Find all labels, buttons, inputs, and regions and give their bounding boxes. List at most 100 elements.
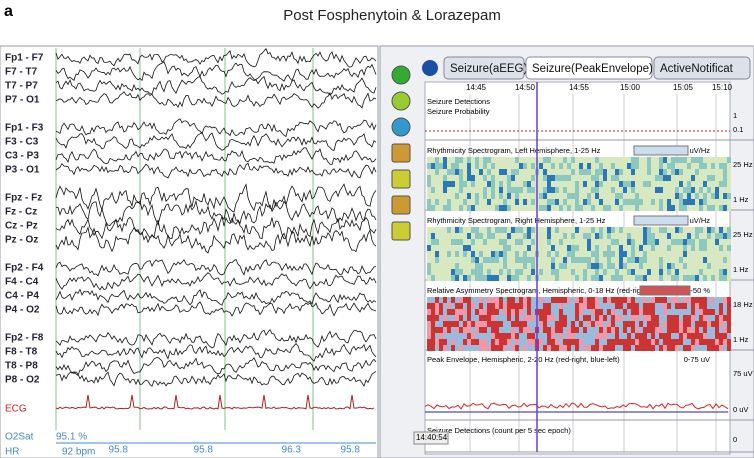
spectrogram-cell	[431, 181, 435, 187]
spectrogram-cell	[663, 175, 667, 181]
spectrogram-cell	[495, 175, 499, 181]
spectrogram-cell	[707, 205, 711, 211]
spectrogram-cell	[451, 233, 455, 239]
spectrogram-cell	[691, 187, 695, 193]
tool-button[interactable]	[391, 169, 411, 189]
spectrogram-cell	[587, 245, 591, 251]
spectrogram-cell	[687, 339, 691, 345]
spectrogram-cell	[667, 245, 671, 251]
spectrogram-cell	[567, 263, 571, 269]
o2sat-trend-value: 95.8	[109, 445, 129, 456]
spectrogram-cell	[551, 269, 555, 275]
spectrogram-cell	[631, 339, 635, 345]
spectrogram-cell	[579, 193, 583, 199]
tab[interactable]	[443, 56, 525, 80]
spectrogram-cell	[451, 251, 455, 257]
spectrogram-cell	[559, 157, 563, 163]
spectrogram-cell	[451, 303, 455, 309]
spectrogram-cell	[551, 193, 555, 199]
tab[interactable]	[525, 56, 653, 80]
spectrogram-cell	[675, 227, 679, 233]
spectrogram-cell	[643, 333, 647, 339]
spectrogram-cell	[523, 303, 527, 309]
spectrogram-cell	[687, 297, 691, 303]
spectrogram-cell	[611, 269, 615, 275]
tool-button[interactable]	[391, 91, 411, 111]
channel-label: T7 - P7	[5, 81, 38, 92]
spectrogram-cell	[583, 327, 587, 333]
spectrogram-cell	[543, 163, 547, 169]
spectrogram-cell	[579, 269, 583, 275]
spectrogram-cell	[539, 227, 543, 233]
spectrogram-cell	[487, 345, 491, 351]
spectrogram-cell	[475, 163, 479, 169]
spectrogram-cell	[695, 297, 699, 303]
spectrogram-cell	[611, 345, 615, 351]
spectrogram-cell	[631, 315, 635, 321]
tool-button[interactable]	[391, 221, 411, 241]
spectrogram-cell	[647, 327, 651, 333]
spectrogram-cell	[539, 297, 543, 303]
spectrogram-cell	[631, 269, 635, 275]
spectrogram-cell	[659, 309, 663, 315]
spectrogram-cell	[575, 251, 579, 257]
spectrogram-cell	[467, 303, 471, 309]
spectrogram-cell	[631, 205, 635, 211]
spectrogram-cell	[659, 327, 663, 333]
spectrogram-cell	[483, 251, 487, 257]
spectrogram-cell	[523, 257, 527, 263]
tool-button[interactable]	[391, 117, 411, 137]
spectrogram-cell	[491, 345, 495, 351]
spectrogram-cell	[435, 297, 439, 303]
spectrogram-cell	[635, 157, 639, 163]
spectrogram-cell	[619, 233, 623, 239]
spectrogram-cell	[687, 327, 691, 333]
spectrogram-cell	[595, 157, 599, 163]
spectrogram-cell	[651, 257, 655, 263]
spectrogram-cell	[507, 157, 511, 163]
spectrogram-cell	[727, 339, 731, 345]
spectrogram-cell	[723, 205, 727, 211]
tool-button[interactable]	[391, 143, 411, 163]
spectrogram-cell	[703, 315, 707, 321]
spectrogram-cell	[719, 321, 723, 327]
spectrogram-cell	[583, 187, 587, 193]
eeg-trace	[55, 226, 377, 254]
spectrogram-cell	[619, 263, 623, 269]
spectrogram-cell	[503, 309, 507, 315]
spectrogram-cell	[443, 199, 447, 205]
spectrogram-cell	[495, 233, 499, 239]
spectrogram-cell	[675, 245, 679, 251]
spectrogram-cell	[595, 239, 599, 245]
spectrogram-cell	[655, 199, 659, 205]
tool-button[interactable]	[391, 195, 411, 215]
tab[interactable]	[653, 56, 751, 80]
eeg-trace	[55, 342, 377, 362]
spectrogram-cell	[527, 175, 531, 181]
spectrogram-cell	[447, 315, 451, 321]
spectrogram-cell	[595, 309, 599, 315]
spectrogram-cell	[651, 251, 655, 257]
tool-button[interactable]	[391, 65, 411, 85]
spectrogram-cell	[571, 303, 575, 309]
spectrogram-cell	[659, 157, 663, 163]
spectrogram-cell	[555, 257, 559, 263]
spectrogram-cell	[699, 205, 703, 211]
spectrogram-cell	[483, 333, 487, 339]
spectrogram-cell	[463, 309, 467, 315]
spectrogram-cell	[695, 199, 699, 205]
spectrogram-cell	[587, 257, 591, 263]
spectrogram-cell	[635, 227, 639, 233]
spectrogram-cell	[575, 227, 579, 233]
spectrogram-cell	[483, 193, 487, 199]
spectrogram-cell	[707, 269, 711, 275]
spectrogram-cell	[615, 193, 619, 199]
spectrogram-cell	[551, 205, 555, 211]
spectrogram-cell	[659, 339, 663, 345]
spectrogram-cell	[547, 199, 551, 205]
spectrogram-cell	[563, 205, 567, 211]
spectrogram-cell	[627, 157, 631, 163]
eeg-trace	[55, 61, 377, 82]
spectrogram-cell	[619, 245, 623, 251]
spectrogram-cell	[651, 169, 655, 175]
